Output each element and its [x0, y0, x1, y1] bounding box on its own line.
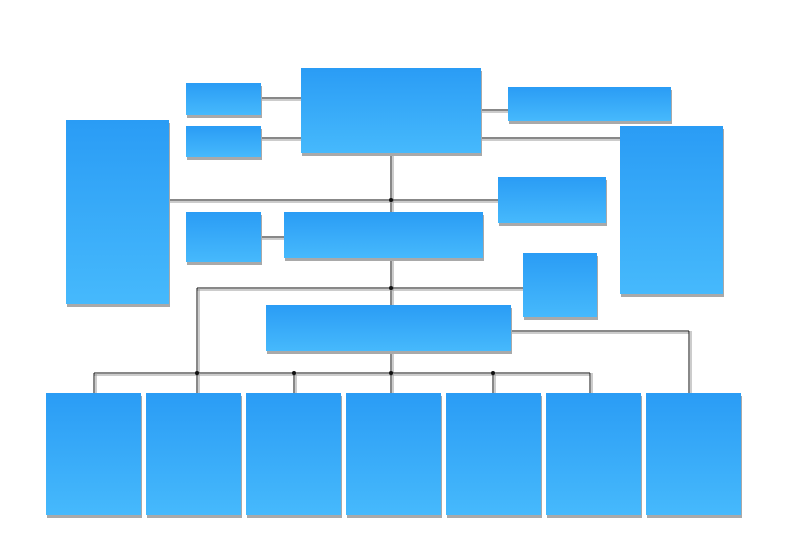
box — [186, 212, 261, 262]
boxes — [46, 68, 742, 518]
box — [346, 393, 441, 515]
box — [186, 83, 261, 115]
connectors — [93, 97, 692, 393]
box — [266, 305, 511, 351]
box — [646, 393, 741, 515]
box — [498, 177, 606, 223]
junction — [389, 286, 393, 290]
box — [66, 120, 169, 304]
box — [546, 393, 641, 515]
box — [301, 68, 481, 153]
junction — [292, 371, 296, 375]
box — [284, 212, 483, 258]
box — [246, 393, 341, 515]
junction — [491, 371, 495, 375]
junction — [389, 371, 393, 375]
box — [508, 87, 671, 121]
box — [620, 126, 723, 294]
junction — [389, 198, 393, 202]
box — [146, 393, 241, 515]
box — [446, 393, 541, 515]
box — [523, 253, 597, 317]
junction — [195, 371, 199, 375]
box — [186, 126, 261, 157]
box — [46, 393, 141, 515]
